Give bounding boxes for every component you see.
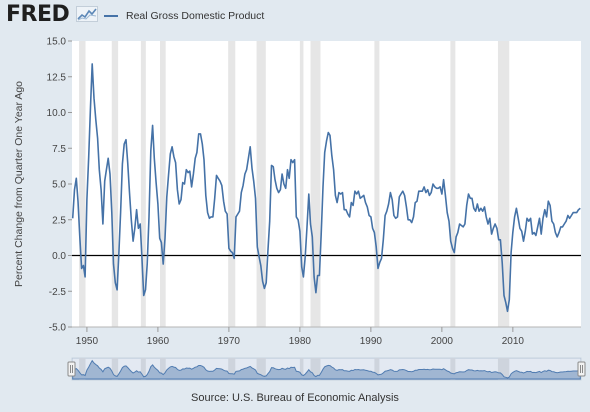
recession-band [497, 41, 510, 327]
navigator[interactable] [67, 357, 586, 381]
recession-band [299, 41, 304, 327]
x-tick-label: 2010 [502, 336, 525, 347]
navigator-recession-band [374, 358, 380, 380]
recession-band [140, 41, 146, 327]
navigator-recession-band [310, 358, 321, 380]
navigator-area [72, 359, 581, 380]
header: FRED Real Gross Domestic Product [0, 0, 590, 32]
x-tick-label: 2000 [431, 336, 454, 347]
recession-band [111, 41, 119, 327]
y-tick-label: 0.0 [52, 251, 66, 262]
x-tick-label: 1970 [218, 336, 241, 347]
legend: Real Gross Domestic Product [104, 9, 264, 23]
legend-swatch [104, 15, 118, 17]
y-tick-label: -2.5 [49, 287, 67, 298]
y-tick-label: 5.0 [52, 180, 66, 191]
navigator-recession-band [450, 358, 456, 380]
navigator-recession-band [497, 358, 510, 380]
y-tick-label: -5.0 [49, 323, 67, 334]
navigator-recession-band [111, 358, 119, 380]
navigator-handle-right[interactable] [577, 361, 586, 377]
series-line[interactable] [71, 63, 581, 313]
navigator-recession-bands [79, 358, 510, 380]
x-axis: 1950 1960 1970 1980 1990 2000 2010 [72, 326, 581, 347]
fred-logo[interactable]: FRED [6, 2, 70, 27]
chart-line-icon [76, 6, 98, 22]
legend-label[interactable]: Real Gross Domestic Product [126, 10, 265, 22]
x-tick-label: 1960 [147, 336, 170, 347]
y-axis-title: Percent Change from Quarter One Year Ago [13, 81, 25, 287]
recession-band [256, 41, 266, 327]
navigator-handle-left[interactable] [67, 361, 76, 377]
navigator-recession-band [299, 358, 304, 380]
x-tick-label: 1990 [360, 336, 383, 347]
recession-band [160, 41, 166, 327]
y-tick-label: 10.0 [47, 108, 67, 119]
y-tick-label: 2.5 [52, 215, 66, 226]
navigator-recession-band [140, 358, 146, 380]
recession-band [374, 41, 380, 327]
y-tick-label: 7.5 [52, 144, 66, 155]
navigator-recession-band [160, 358, 166, 380]
x-tick-label: 1980 [289, 336, 312, 347]
y-axis: -5.0 -2.5 0.0 2.5 5.0 7.5 10.0 12.5 15.0 [47, 37, 72, 334]
recession-band [228, 41, 236, 327]
navigator-recession-band [256, 358, 266, 380]
recession-band [310, 41, 321, 327]
y-tick-label: 12.5 [47, 72, 67, 83]
recession-band [450, 41, 456, 327]
recession-band [79, 41, 86, 327]
navigator-selection[interactable] [72, 358, 581, 380]
y-tick-label: 15.0 [47, 37, 67, 48]
x-tick-label: 1950 [76, 336, 99, 347]
navigator-recession-band [79, 358, 86, 380]
recession-bands [79, 41, 510, 327]
source-note: Source: U.S. Bureau of Economic Analysis [191, 392, 399, 404]
navigator-recession-band [228, 358, 236, 380]
